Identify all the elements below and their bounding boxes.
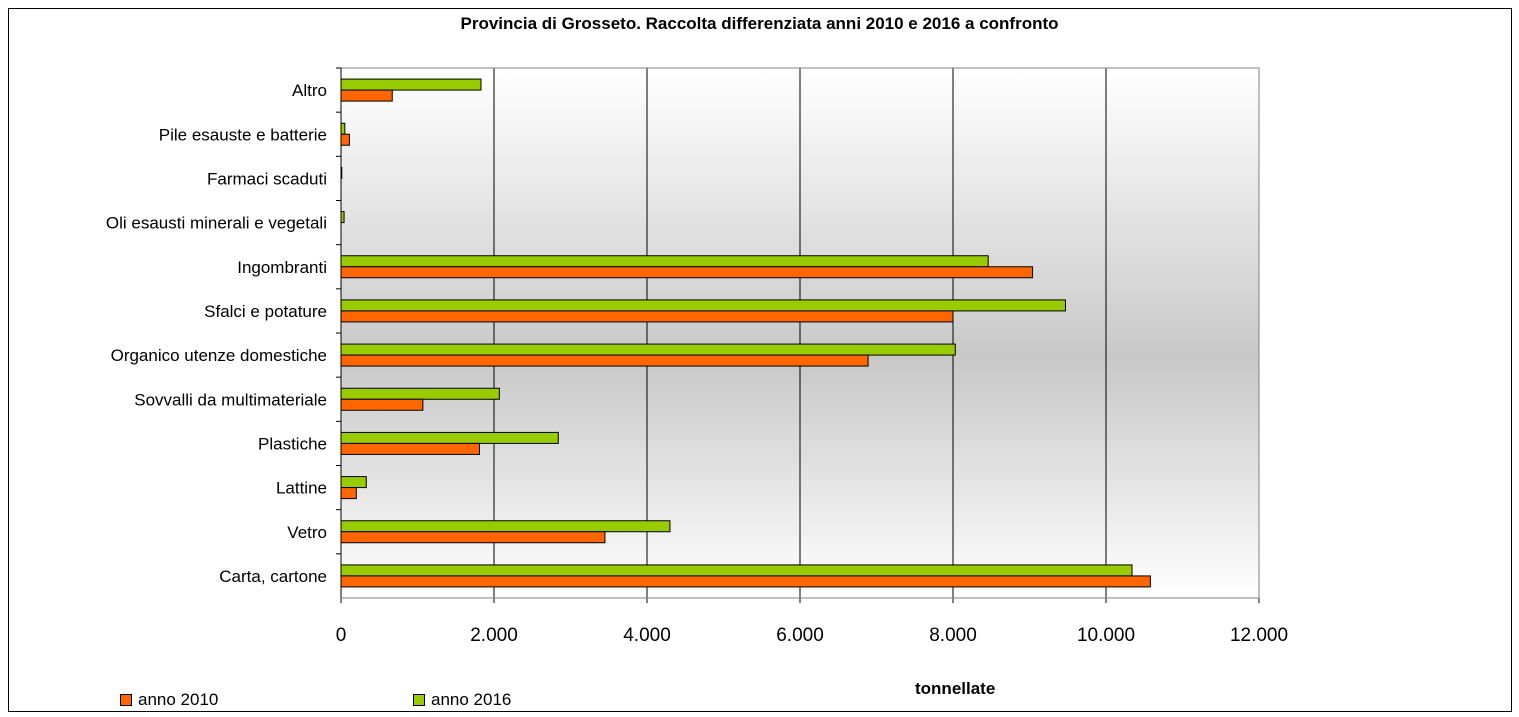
category-label: Ingombranti bbox=[237, 258, 327, 277]
bar-2016 bbox=[340, 299, 1066, 312]
bar-2016 bbox=[340, 387, 500, 400]
x-tick-label: 12.000 bbox=[1230, 625, 1288, 646]
category-label: Oli esausti minerali e vegetali bbox=[106, 214, 327, 233]
x-tick-label: 0 bbox=[336, 625, 347, 646]
legend-label-2016: anno 2016 bbox=[431, 690, 512, 709]
bar-2010 bbox=[340, 442, 480, 455]
category-label: Lattine bbox=[276, 479, 327, 498]
bar-2016 bbox=[340, 78, 482, 91]
category-label: Plastiche bbox=[258, 434, 327, 453]
bar-2016 bbox=[340, 520, 671, 533]
bar-2010 bbox=[340, 575, 1151, 588]
x-tick-label: 6.000 bbox=[776, 625, 824, 646]
bar-2016 bbox=[340, 431, 559, 444]
category-label: Farmaci scaduti bbox=[207, 169, 327, 188]
bar-2016 bbox=[340, 476, 367, 489]
chart-title: Provincia di Grosseto. Raccolta differen… bbox=[460, 14, 1059, 33]
legend-item-2016: anno 2016 bbox=[413, 690, 511, 710]
x-tick-label: 8.000 bbox=[929, 625, 977, 646]
bar-2010 bbox=[340, 354, 869, 367]
category-label: Organico utenze domestiche bbox=[111, 346, 327, 365]
x-axis-label: tonnellate bbox=[915, 679, 996, 698]
legend-swatch-2016 bbox=[413, 694, 425, 706]
bar-2010 bbox=[340, 89, 393, 102]
category-label: Sovvalli da multimateriale bbox=[134, 390, 327, 409]
bar-2010 bbox=[340, 266, 1034, 279]
x-tick-label: 2.000 bbox=[470, 625, 518, 646]
category-label: Carta, cartone bbox=[219, 567, 327, 586]
bar-2016 bbox=[340, 122, 346, 135]
category-label: Vetro bbox=[287, 523, 327, 542]
legend-swatch-2010 bbox=[120, 694, 132, 706]
legend-label-2010: anno 2010 bbox=[138, 690, 219, 709]
bar-2016 bbox=[340, 255, 989, 268]
category-label: Pile esauste e batterie bbox=[159, 125, 327, 144]
bar-2010 bbox=[340, 398, 424, 411]
bar-2010 bbox=[340, 310, 954, 323]
x-tick-label: 4.000 bbox=[623, 625, 671, 646]
legend-item-2010: anno 2010 bbox=[120, 690, 218, 710]
category-label: Sfalci e potature bbox=[204, 302, 327, 321]
x-tick-label: 10.000 bbox=[1077, 625, 1135, 646]
category-label: Altro bbox=[292, 81, 327, 100]
bar-2016 bbox=[340, 343, 956, 356]
bar-2010 bbox=[340, 531, 606, 544]
bar-2010 bbox=[340, 133, 350, 146]
bar-2016 bbox=[340, 564, 1133, 577]
bar-2010 bbox=[340, 487, 357, 500]
